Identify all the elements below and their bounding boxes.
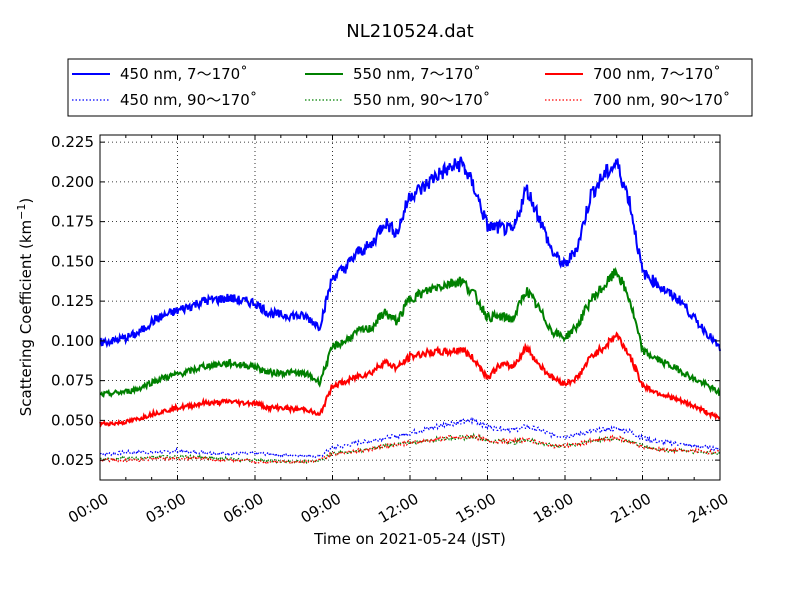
- y-tick-label: 0.050: [51, 411, 94, 429]
- x-tick-label: 00:00: [65, 490, 111, 527]
- y-axis-label-exponent: −1: [15, 204, 28, 220]
- legend-label: 700 nm, 7～170˚: [593, 65, 721, 83]
- y-tick-label: 0.200: [51, 173, 94, 191]
- y-tick-label: 0.150: [51, 252, 94, 270]
- x-tick-label: 15:00: [453, 490, 499, 527]
- x-tick-label: 24:00: [685, 490, 731, 527]
- series-line: [99, 433, 721, 465]
- y-tick-label: 0.100: [51, 332, 94, 350]
- series-line: [99, 331, 721, 428]
- series-line: [99, 416, 721, 459]
- chart-title: NL210524.dat: [346, 21, 473, 42]
- legend-label: 450 nm, 90～170˚: [120, 91, 257, 109]
- legend-box: [67, 58, 753, 117]
- series-line: [99, 266, 721, 398]
- y-tick-label: 0.125: [51, 292, 94, 310]
- legend: 450 nm, 7～170˚ 450 nm, 90～170˚ 550 nm, 7～1…: [72, 65, 730, 109]
- series-layer: [99, 156, 721, 465]
- x-tick-label: 21:00: [608, 490, 654, 527]
- y-tick-label: 0.175: [51, 213, 94, 231]
- series-line: [99, 156, 721, 352]
- x-tick-label: 09:00: [298, 490, 344, 527]
- x-tick-label: 18:00: [530, 490, 576, 527]
- y-tick-label: 0.075: [51, 372, 94, 390]
- y-axis: 0.025 0.050 0.075 0.100 0.125 0.150 0.175 0.200…: [51, 133, 720, 469]
- y-axis-label-close: ): [17, 198, 35, 204]
- x-tick-label: 06:00: [220, 490, 266, 527]
- y-axis-label: Scattering Coefficient (km−1): [15, 198, 35, 417]
- x-tick-label: 12:00: [375, 490, 421, 527]
- legend-label: 550 nm, 7～170˚: [353, 65, 481, 83]
- grid-lines: [100, 135, 720, 480]
- x-axis-label: Time on 2021-05-24 (JST): [313, 530, 506, 548]
- series-line: [99, 432, 721, 465]
- legend-label: 700 nm, 90～170˚: [593, 91, 730, 109]
- y-tick-label: 0.225: [51, 133, 94, 151]
- legend-label: 450 nm, 7～170˚: [120, 65, 248, 83]
- x-tick-label: 03:00: [143, 490, 189, 527]
- y-axis-label-main: Scattering Coefficient (km: [17, 220, 35, 416]
- x-axis: 00:00 03:00 06:00 09:00 12:00 15:00 18:00 21:00…: [65, 135, 732, 527]
- y-tick-label: 0.025: [51, 451, 94, 469]
- legend-label: 550 nm, 90～170˚: [353, 91, 490, 109]
